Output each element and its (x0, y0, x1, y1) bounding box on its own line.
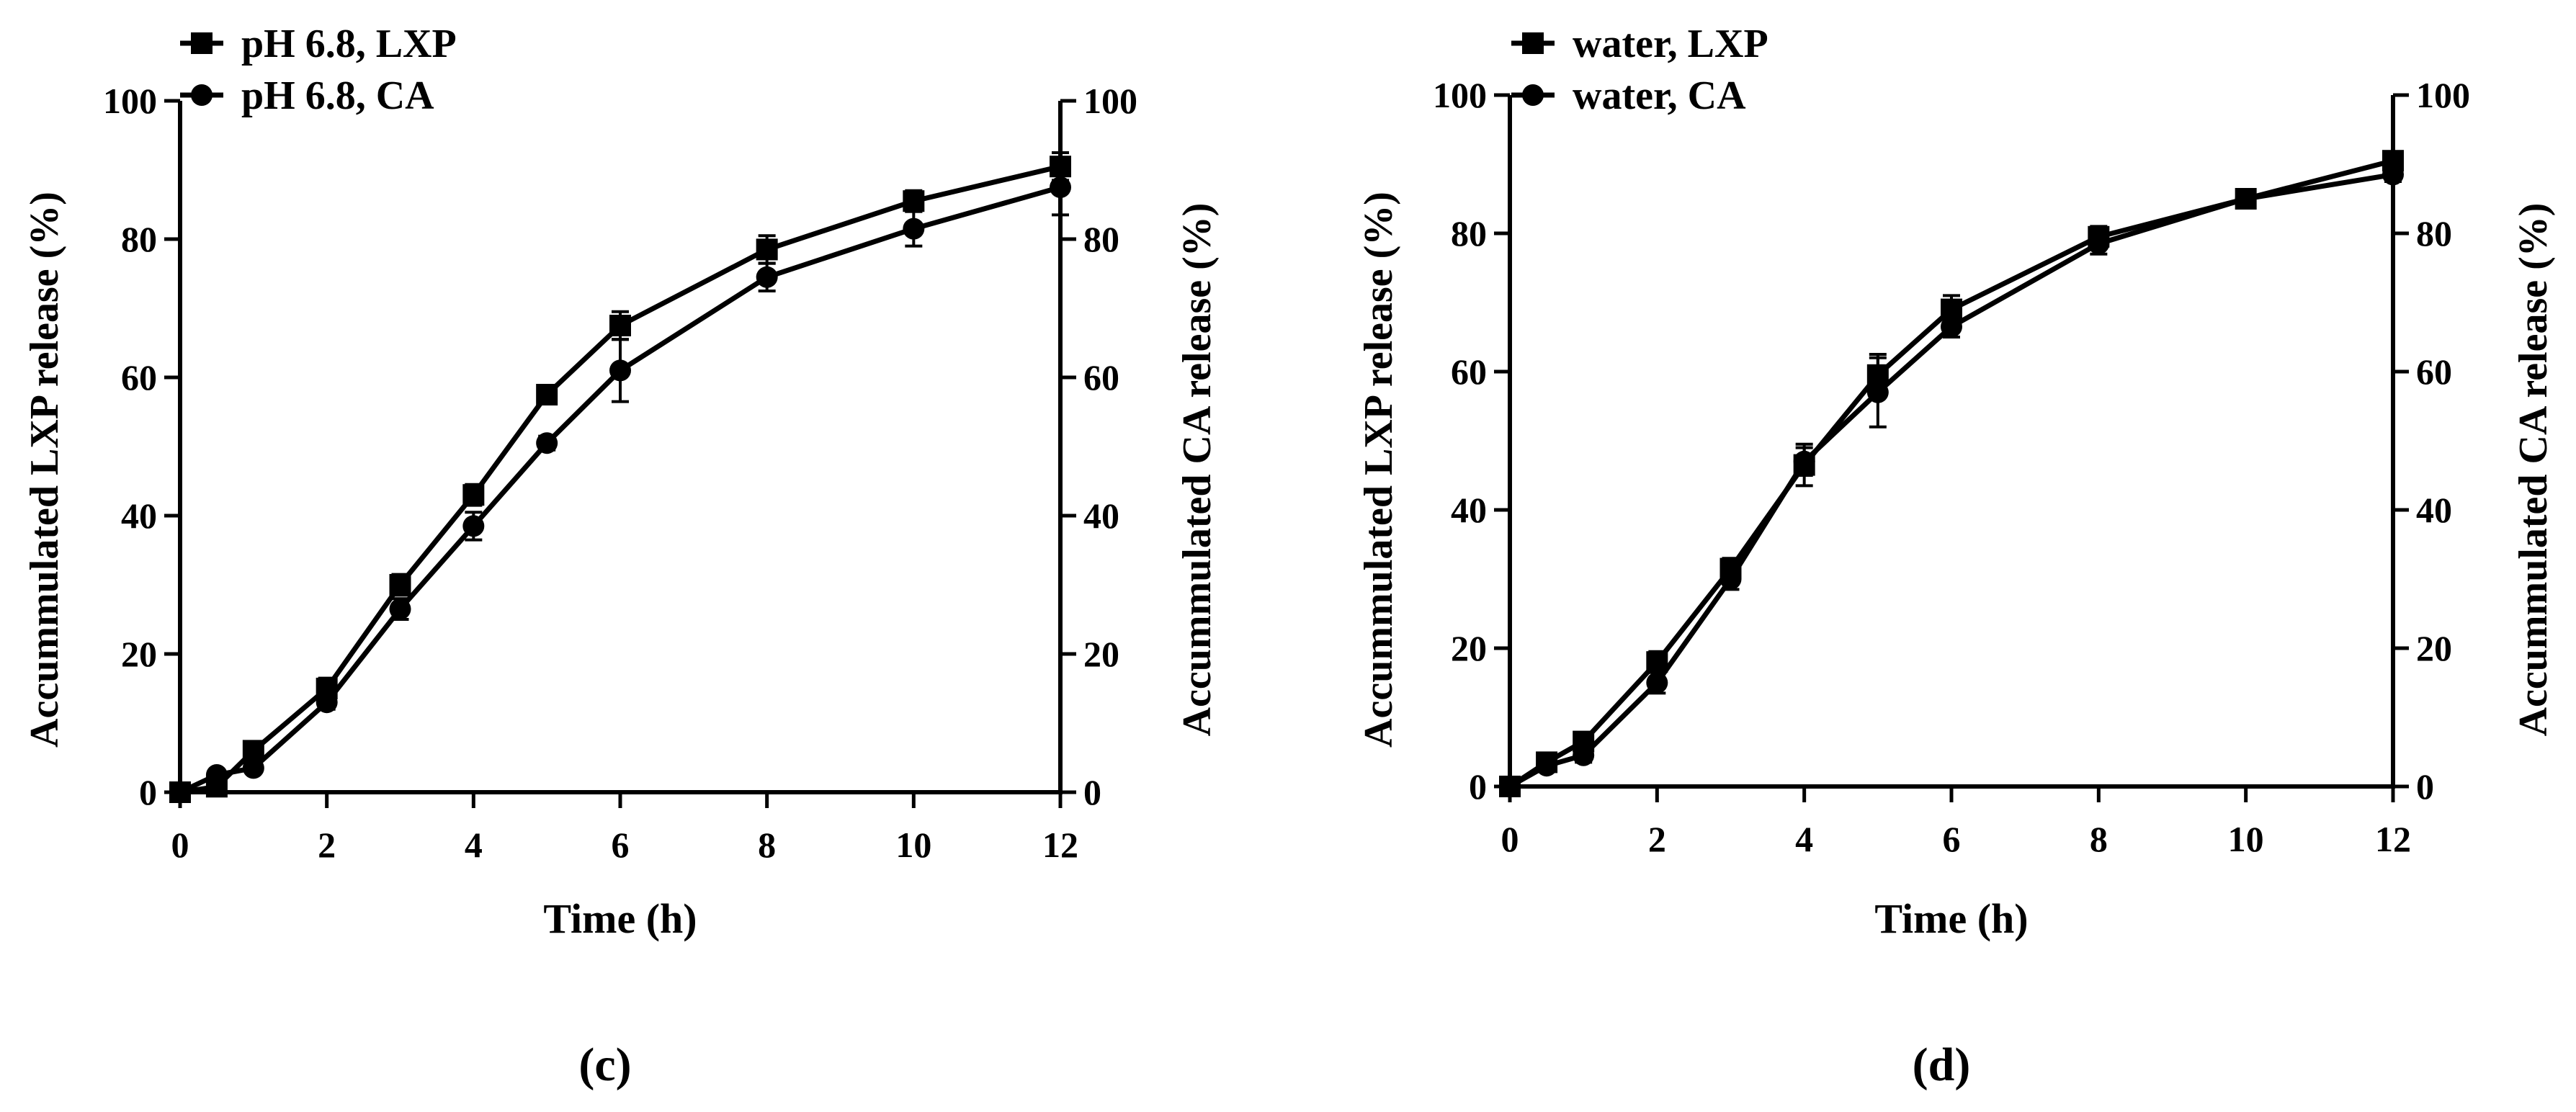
panel-label: (c) (578, 1039, 631, 1091)
x-tick-label: 2 (1648, 819, 1666, 859)
x-tick-label: 2 (318, 825, 336, 865)
data-point-lxp (389, 574, 411, 596)
y-tick-label-left: 40 (1451, 490, 1487, 530)
data-point-ca (1050, 176, 1071, 198)
data-point-ca (205, 764, 228, 786)
y-tick-label-right: 100 (2416, 75, 2470, 115)
y-tick-label-left: 60 (121, 357, 157, 398)
x-tick-label: 12 (2375, 819, 2411, 859)
data-point-ca (756, 266, 778, 288)
y-tick-label-right: 40 (2416, 490, 2452, 530)
y-tick-label-right: 100 (1083, 81, 1137, 121)
y-tick-label-left: 40 (121, 496, 157, 536)
y-axis-label-left: Accummulated LXP release (%) (1356, 192, 1401, 748)
data-point-ca (536, 432, 558, 454)
legend-label-lxp: pH 6.8, LXP (241, 22, 457, 66)
legend-label-lxp: water, LXP (1573, 22, 1768, 66)
data-point-ca (169, 781, 191, 803)
legend-label-ca: pH 6.8, CA (241, 73, 434, 118)
data-point-ca (2382, 163, 2404, 186)
data-point-ca (1793, 450, 1815, 472)
y-tick-label-right: 80 (1083, 219, 1119, 259)
y-tick-label-right: 60 (1083, 357, 1119, 398)
y-tick-label-left: 80 (1451, 213, 1487, 254)
legend-marker-ca (191, 84, 213, 106)
data-point-ca (242, 757, 264, 779)
y-tick-label-right: 20 (1083, 634, 1119, 674)
x-tick-label: 6 (612, 825, 630, 865)
y-tick-label-right: 80 (2416, 213, 2452, 254)
legend-marker-lxp (191, 32, 213, 54)
x-tick-label: 0 (1501, 819, 1519, 859)
legend-marker-ca (1522, 84, 1544, 106)
x-tick-label: 4 (1795, 819, 1813, 859)
y-tick-label-left: 0 (1469, 766, 1487, 807)
y-tick-label-left: 0 (139, 772, 157, 812)
data-point-lxp (536, 384, 558, 405)
data-point-ca (1719, 568, 1742, 590)
x-axis-label: Time (h) (1874, 895, 2028, 942)
x-tick-label: 8 (2090, 819, 2108, 859)
x-tick-label: 0 (171, 825, 189, 865)
x-tick-label: 6 (1943, 819, 1961, 859)
data-point-lxp (462, 484, 485, 506)
data-point-lxp (609, 315, 631, 336)
x-axis-label: Time (h) (543, 895, 697, 942)
data-point-ca (609, 359, 631, 382)
data-point-ca (1499, 776, 1521, 797)
y-axis-label-right: Accummulated CA release (%) (1175, 203, 1220, 737)
data-point-ca (1866, 381, 1889, 403)
y-tick-label-right: 0 (2416, 766, 2434, 807)
x-tick-label: 8 (758, 825, 776, 865)
y-tick-label-left: 60 (1451, 351, 1487, 392)
x-tick-label: 10 (2228, 819, 2264, 859)
y-axis-label-left: Accummulated LXP release (%) (22, 192, 67, 748)
data-point-ca (316, 691, 338, 714)
y-tick-label-left: 20 (1451, 628, 1487, 668)
data-point-ca (2235, 188, 2257, 210)
y-axis-label-right: Accummulated CA release (%) (2511, 203, 2556, 737)
data-point-ca (1573, 744, 1595, 766)
y-tick-label-right: 60 (2416, 351, 2452, 392)
legend-marker-lxp (1522, 32, 1544, 54)
data-point-ca (1941, 315, 1962, 338)
panel-label: (d) (1913, 1039, 1971, 1091)
data-point-lxp (903, 190, 925, 212)
y-tick-label-right: 0 (1083, 772, 1101, 812)
y-tick-label-left: 20 (121, 634, 157, 674)
y-tick-label-left: 100 (1433, 75, 1487, 115)
legend-label-ca: water, CA (1573, 73, 1746, 118)
data-point-ca (462, 515, 485, 537)
x-tick-label: 4 (465, 825, 483, 865)
y-tick-label-left: 80 (121, 219, 157, 259)
data-point-ca (1536, 755, 1558, 777)
y-tick-label-left: 100 (103, 81, 157, 121)
data-point-ca (2088, 233, 2110, 255)
data-point-ca (389, 598, 411, 620)
data-point-ca (1646, 672, 1668, 694)
data-point-ca (903, 218, 925, 240)
y-tick-label-right: 20 (2416, 628, 2452, 668)
x-tick-label: 10 (895, 825, 931, 865)
y-tick-label-right: 40 (1083, 496, 1119, 536)
x-tick-label: 12 (1042, 825, 1078, 865)
data-point-lxp (756, 238, 778, 261)
